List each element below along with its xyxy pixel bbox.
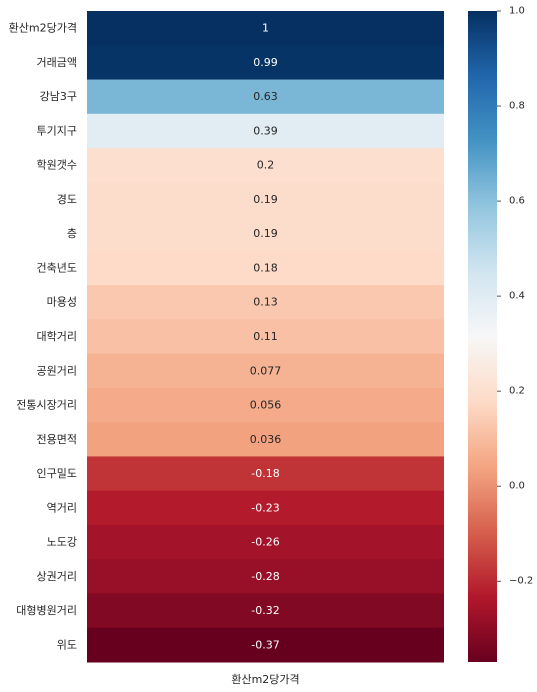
heatmap-cell [87,250,444,286]
row-tick-label: 마용성 [47,296,77,309]
colorbar [468,11,497,662]
colorbar-tick-label: 0.6 [509,196,525,207]
heatmap-cell [87,593,444,629]
row-tick-label: 건축년도 [37,261,77,274]
cell-value-label: 0.13 [253,296,278,309]
heatmap-cell [87,216,444,252]
cell-value-label: 0.11 [253,330,278,343]
cell-value-label: 0.19 [253,227,278,240]
heatmap-cell [87,285,444,320]
row-tick-label: 전통시장거리 [16,399,77,412]
cell-value-label: 1 [262,22,269,35]
colorbar-tick-label: 1.0 [509,6,525,17]
heatmap-cell [87,524,444,560]
row-tick-label: 층 [67,227,77,240]
heatmap-cell [87,490,444,526]
x-axis-tick-label: 환산m2당가격 [231,673,299,686]
heatmap-cell [87,319,444,355]
heatmap-cell [87,148,444,183]
row-tick-label: 투기지구 [37,124,77,137]
colorbar-tick-label: 0.4 [509,291,525,302]
colorbar-ticks: 1.0 0.8 0.6 0.4 0.2 0.0 −0.2 [497,6,533,587]
cell-value-label: 0.077 [250,364,282,377]
heatmap-cells: 1 0.99 0.63 0.39 0.2 0.19 0.19 0.18 0.13 0.11 0.07… [87,11,444,663]
heatmap-cell [87,11,444,46]
cell-value-label: -0.23 [251,501,279,514]
cell-value-label: -0.32 [251,604,279,617]
row-tick-label: 상권거리 [37,570,77,583]
row-tick-label: 학원갯수 [37,159,77,172]
heatmap-cell [87,559,444,594]
row-tick-label: 공원거리 [37,364,77,377]
colorbar-tick-label: 0.0 [509,481,525,492]
row-tick-label: 전용면적 [37,433,77,446]
cell-value-label: 0.056 [250,399,282,412]
cell-value-label: 0.19 [253,193,278,206]
cell-value-label: 0.18 [253,261,278,274]
cell-value-label: 0.2 [257,159,275,172]
cell-value-label: 0.036 [250,433,282,446]
row-tick-label: 인구밀도 [37,467,77,480]
row-tick-label: 대학거리 [37,330,77,343]
cell-value-label: -0.18 [251,467,279,480]
cell-value-label: -0.28 [251,570,279,583]
heatmap-cell [87,456,444,492]
colorbar-tick-label: 0.2 [509,386,525,397]
row-labels: 환산m2당가격거래금액강남3구투기지구학원갯수경도층건축년도마용성대학거리공원거… [9,22,77,652]
heatmap-cell [87,387,444,423]
heatmap-cell [87,79,444,115]
row-tick-label: 경도 [57,193,77,206]
cell-value-label: 0.99 [253,56,278,69]
row-tick-label: 대형병원거리 [16,604,77,617]
cell-value-label: 0.63 [253,90,278,103]
heatmap-cell [87,45,444,81]
heatmap-cell [87,627,444,663]
colorbar-tick-label: 0.8 [509,101,525,112]
row-tick-label: 노도강 [47,536,77,549]
cell-value-label: -0.26 [251,536,279,549]
row-tick-label: 거래금액 [37,56,77,69]
heatmap-cell [87,422,444,457]
heatmap-cell [87,353,444,389]
cell-value-label: -0.37 [251,638,279,651]
colorbar-tick-label: −0.2 [509,576,533,587]
heatmap-cell [87,113,444,149]
heatmap-cell [87,182,444,218]
row-tick-label: 환산m2당가격 [9,22,77,35]
cell-value-label: 0.39 [253,124,278,137]
row-tick-label: 강남3구 [40,90,77,103]
row-tick-label: 역거리 [47,501,77,514]
row-tick-label: 위도 [57,638,77,651]
